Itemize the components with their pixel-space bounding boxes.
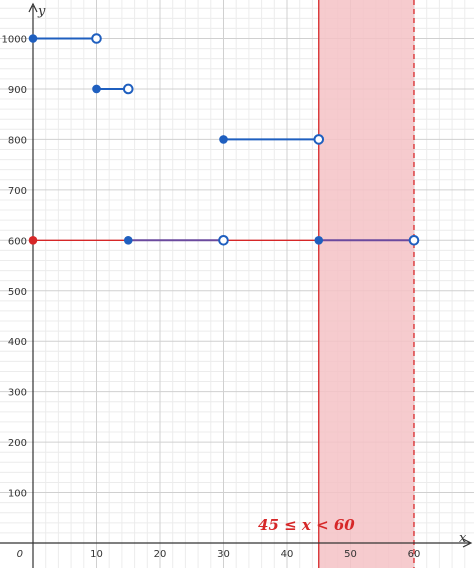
- closed-endpoint-dot: [219, 135, 228, 144]
- closed-endpoint-dot: [314, 236, 324, 245]
- band-annotation: 45 ≤ x < 60: [258, 516, 355, 534]
- y-tick-label: 500: [8, 287, 27, 298]
- closed-endpoint-dot: [28, 34, 38, 43]
- step-segments: [33, 37, 414, 242]
- closed-endpoint-dot: [92, 84, 101, 94]
- x-tick-label: 60: [408, 549, 421, 560]
- horizontal-line-start-dot: [28, 236, 38, 245]
- highlight-band: [318, 0, 415, 568]
- open-endpoint-dot: [408, 235, 420, 246]
- tick-labels: 0 10 20 30 40 50 60 100 200 300 400 500 600 700 800 900…: [2, 35, 421, 561]
- y-axis-arrow: [28, 2, 38, 13]
- open-endpoint-dot: [122, 83, 134, 95]
- y-tick-label: 300: [8, 388, 27, 399]
- x-tick-label: 20: [154, 549, 167, 560]
- open-endpoint-dot: [91, 33, 102, 44]
- y-tick-label: 900: [8, 85, 27, 96]
- x-tick-label: 10: [90, 549, 103, 560]
- y-tick-label: 800: [8, 135, 27, 146]
- y-axis-label: y: [37, 4, 46, 19]
- x-tick-label: 40: [281, 549, 294, 560]
- y-tick-label: 200: [8, 438, 27, 449]
- endpoint-markers: [28, 33, 420, 246]
- x-axis-label: x: [459, 531, 467, 546]
- y-tick-label: 600: [8, 236, 27, 247]
- y-tick-label: 400: [8, 337, 27, 348]
- y-tick-label: 100: [8, 489, 27, 500]
- closed-endpoint-dot: [123, 236, 133, 245]
- y-tick-label: 1000: [2, 35, 27, 46]
- open-endpoint-dot: [313, 134, 325, 145]
- x-axis-arrow: [462, 538, 473, 548]
- x-tick-label: 0: [17, 549, 23, 560]
- x-tick-label: 50: [344, 549, 357, 560]
- open-endpoint-dot: [218, 235, 229, 246]
- y-tick-label: 700: [8, 186, 27, 197]
- x-tick-label: 30: [217, 549, 230, 560]
- band-fill: [318, 0, 414, 568]
